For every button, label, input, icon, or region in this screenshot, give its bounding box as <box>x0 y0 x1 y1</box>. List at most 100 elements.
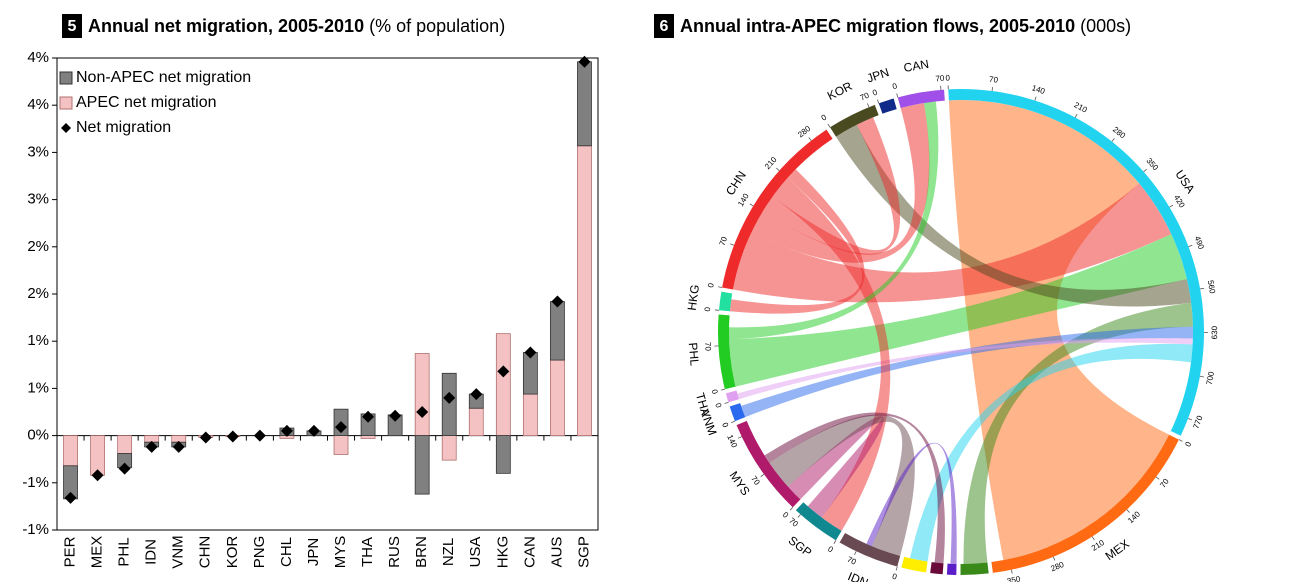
arc-tick-label: 70 <box>787 516 800 529</box>
arc-tick-label: 70 <box>989 75 1000 85</box>
chart-heading: Annual net migration, 2005-2010 (% of po… <box>88 16 505 36</box>
arc-segment <box>930 562 943 574</box>
arc-tick-label: 70 <box>859 91 871 103</box>
arc-tick <box>718 287 722 288</box>
arc-tick <box>761 474 764 476</box>
bar-segment <box>496 334 510 436</box>
y-tick-label: 3% <box>27 143 49 160</box>
x-tick-label: THA <box>359 537 376 567</box>
net-marker <box>200 431 212 443</box>
arc-tick-label: 0 <box>945 73 950 82</box>
arc-tick-label: 700 <box>1205 370 1216 385</box>
arc-tick <box>731 421 735 422</box>
arc-label: KOR <box>825 79 855 103</box>
arc-tick-label: 70 <box>718 235 730 247</box>
bar-segment <box>550 302 564 361</box>
x-tick-label: SGP <box>575 536 592 568</box>
bar-segment <box>361 436 375 439</box>
x-tick-label: HKG <box>494 536 511 569</box>
arc-tick <box>790 507 793 510</box>
arc-tick-label: 0 <box>710 388 720 395</box>
arc-label: MYS <box>727 469 753 498</box>
arc-tick <box>1179 440 1183 442</box>
x-tick-label: MEX <box>89 536 106 569</box>
arc-tick <box>1200 376 1204 377</box>
arc-tick <box>1011 570 1012 574</box>
arc-tick-label: 280 <box>1049 560 1065 574</box>
y-tick-label: 0% <box>27 427 49 444</box>
y-tick-label: -1% <box>22 474 49 491</box>
bar-segment <box>118 436 132 454</box>
x-tick-label: CAN <box>521 536 538 568</box>
arc-tick-label: 70 <box>935 74 945 84</box>
arc-tick <box>828 124 830 127</box>
arc-tick <box>867 103 869 107</box>
legend-swatch <box>60 97 72 109</box>
arc-tick-label: 0 <box>891 572 898 582</box>
arc-tick <box>1200 288 1204 289</box>
arc-label: IDN <box>846 569 870 582</box>
bar-segment <box>442 436 456 461</box>
x-tick-label: MYS <box>332 536 349 569</box>
arc-tick <box>776 168 779 171</box>
arc-tick <box>854 551 856 555</box>
arc-tick-label: 70 <box>749 474 762 487</box>
badge: 5 <box>68 18 77 35</box>
arc-label: HKG <box>685 284 702 312</box>
arc-tick-label: 0 <box>1183 440 1193 448</box>
arc-tick-label: 630 <box>1210 325 1219 339</box>
arc-tick <box>725 402 729 403</box>
arc-segment <box>947 564 957 575</box>
y-tick-label: 2% <box>27 238 49 255</box>
arc-tick-label: 210 <box>1073 100 1089 114</box>
bar-segment <box>523 353 537 395</box>
arc-tick-label: 70 <box>846 555 858 567</box>
arc-tick-label: 140 <box>736 192 751 209</box>
x-tick-label: IDN <box>143 539 160 565</box>
bar-segment <box>442 373 456 435</box>
arc-tick <box>992 87 993 91</box>
arc-tick-label: 0 <box>713 402 723 409</box>
chart-subtitle: (% of population) <box>369 16 505 36</box>
legend-label: Non-APEC net migration <box>76 69 251 86</box>
x-tick-label: VNM <box>170 535 187 568</box>
bar-segment <box>64 436 78 466</box>
arc-tick-label: 560 <box>1206 280 1217 295</box>
x-tick-label: USA <box>467 537 484 568</box>
arc-tick-label: 350 <box>1144 156 1160 172</box>
arc-tick <box>798 514 801 517</box>
arc-tick <box>809 137 811 140</box>
y-tick-label: -1% <box>22 521 49 538</box>
arc-tick-label: 0 <box>891 81 898 91</box>
x-tick-label: PNG <box>251 536 268 569</box>
y-tick-label: 1% <box>27 332 49 349</box>
arc-tick <box>877 100 878 104</box>
arc-tick-label: 420 <box>1172 193 1187 210</box>
arc-tick-label: 490 <box>1193 235 1206 251</box>
arc-tick <box>1188 418 1192 419</box>
arc-tick <box>1189 245 1193 246</box>
arc-tick-label: 0 <box>706 282 716 289</box>
y-tick-label: 2% <box>27 285 49 302</box>
arc-tick <box>1053 557 1055 561</box>
arc-tick-label: 0 <box>826 544 835 554</box>
bar-segment <box>577 146 591 436</box>
arc-tick-label: 0 <box>720 421 730 429</box>
x-tick-label: BRN <box>413 536 430 568</box>
arc-tick-label: 70 <box>703 342 713 352</box>
arc-tick <box>738 437 742 439</box>
arc-segment <box>879 99 897 114</box>
chart-title: Annual net migration, 2005-2010 <box>88 16 364 36</box>
arc-segment <box>726 391 739 403</box>
arc-label: SGP <box>786 533 815 559</box>
arc-tick <box>896 567 897 571</box>
arc-tick-label: 280 <box>1111 125 1127 141</box>
bar-segment <box>469 408 483 435</box>
x-tick-label: JPN <box>305 538 322 566</box>
arc-label: USA <box>1172 168 1197 196</box>
arc-label: JPN <box>865 65 891 85</box>
net-marker <box>254 430 266 442</box>
x-tick-label: CHN <box>197 536 214 569</box>
bar-segment <box>550 360 564 436</box>
